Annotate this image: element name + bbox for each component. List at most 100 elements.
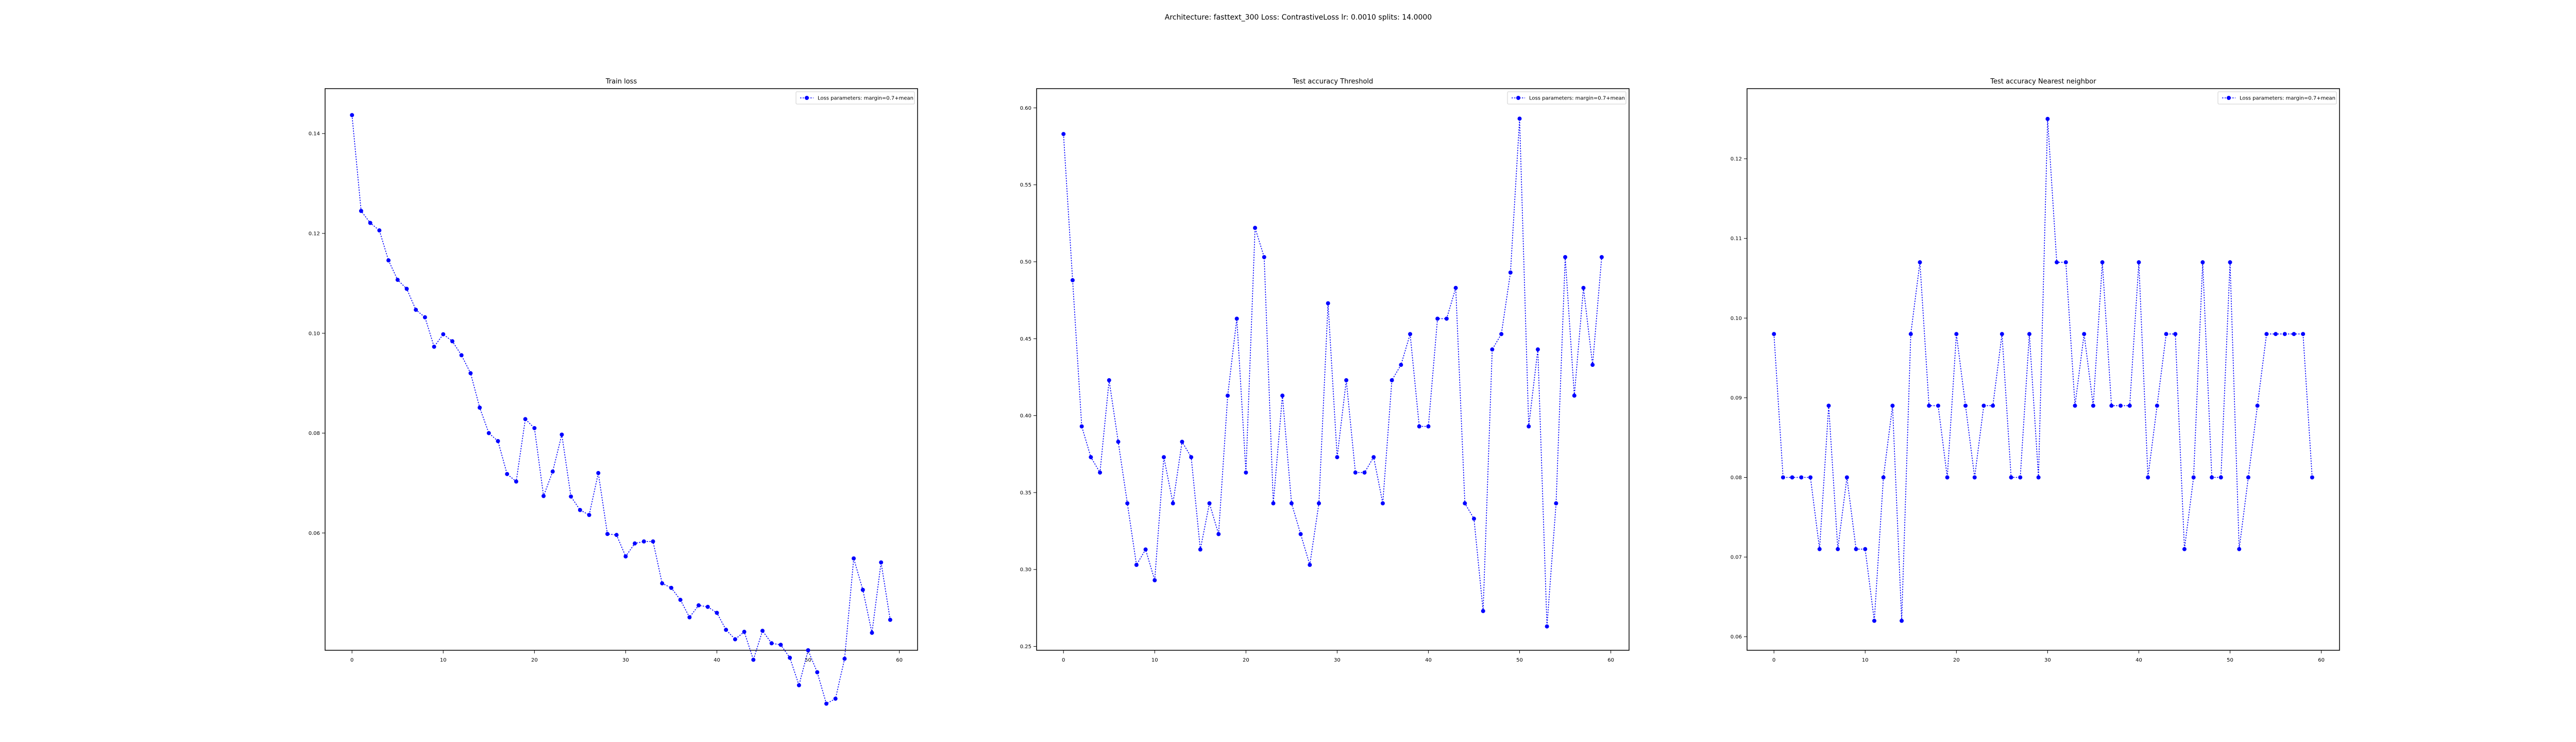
data-point xyxy=(1316,501,1321,505)
axes-frame xyxy=(1747,88,2340,651)
data-point xyxy=(2246,475,2250,480)
y-tick-label: 0.07 xyxy=(1731,555,1742,561)
data-point xyxy=(1116,440,1121,444)
data-point xyxy=(404,286,409,291)
x-tick-label: 30 xyxy=(2044,657,2051,663)
data-point xyxy=(422,315,427,319)
data-point xyxy=(1963,403,1968,408)
data-point xyxy=(2091,403,2095,408)
legend-box xyxy=(795,91,915,105)
data-point xyxy=(1107,378,1111,382)
data-point xyxy=(1453,285,1458,290)
data-point xyxy=(2063,260,2068,265)
data-point xyxy=(432,344,436,349)
data-point xyxy=(724,628,728,632)
data-point xyxy=(1799,475,1804,480)
x-tick-label: 30 xyxy=(1334,657,1341,663)
data-point xyxy=(1527,424,1531,429)
data-point xyxy=(1271,501,1276,505)
data-point xyxy=(1572,393,1577,398)
series-line xyxy=(1773,119,2313,621)
data-point xyxy=(441,332,446,336)
data-point xyxy=(1599,255,1604,259)
data-point xyxy=(605,532,609,536)
x-tick-label: 20 xyxy=(1953,657,1960,663)
data-point xyxy=(2264,332,2269,336)
x-tick-label: 20 xyxy=(1243,657,1249,663)
data-point xyxy=(523,417,528,421)
data-point xyxy=(505,471,510,476)
data-point xyxy=(1180,440,1184,444)
x-tick-label: 50 xyxy=(2227,657,2233,663)
data-point xyxy=(569,494,573,499)
data-point xyxy=(1426,424,1431,429)
data-point xyxy=(377,228,382,233)
data-point xyxy=(1134,563,1139,567)
data-point xyxy=(2100,260,2105,265)
data-point xyxy=(2045,116,2050,121)
data-point xyxy=(1836,547,1840,551)
data-point xyxy=(2127,403,2132,408)
data-point xyxy=(2164,332,2168,336)
data-point xyxy=(1590,363,1595,367)
data-point xyxy=(1234,316,1239,321)
data-point xyxy=(1972,475,1977,480)
data-point xyxy=(468,371,473,376)
data-point xyxy=(852,556,856,561)
y-tick-label: 0.50 xyxy=(1020,259,1031,265)
data-point xyxy=(678,598,683,602)
data-point xyxy=(641,539,646,544)
data-point xyxy=(1098,470,1103,475)
data-point xyxy=(742,630,747,634)
data-point xyxy=(1854,547,1858,551)
data-point xyxy=(2200,260,2205,265)
data-point xyxy=(2255,403,2260,408)
data-point xyxy=(578,508,582,512)
data-point xyxy=(1508,270,1513,275)
data-point xyxy=(1790,475,1794,480)
data-point xyxy=(1216,532,1221,536)
legend-marker xyxy=(1516,96,1520,100)
data-point xyxy=(1353,470,1358,475)
data-point xyxy=(614,533,619,537)
legend: Loss parameters: margin=0.7+mean xyxy=(2217,91,2337,105)
data-point xyxy=(1517,116,1522,121)
data-point xyxy=(879,560,884,565)
data-point xyxy=(1535,347,1540,352)
data-point xyxy=(550,469,555,474)
data-point xyxy=(1389,378,1394,382)
data-point xyxy=(1499,332,1504,336)
data-point xyxy=(1900,618,1904,623)
data-point xyxy=(1772,332,1776,336)
data-point xyxy=(2109,403,2114,408)
legend-box xyxy=(2217,91,2337,105)
data-point xyxy=(1244,470,1248,475)
data-point xyxy=(532,426,537,430)
y-tick-label: 0.12 xyxy=(309,231,320,237)
data-point xyxy=(669,585,673,590)
legend-marker xyxy=(805,96,809,100)
data-point xyxy=(2182,547,2187,551)
y-tick-label: 0.25 xyxy=(1020,644,1031,650)
data-point xyxy=(2073,403,2077,408)
data-point xyxy=(1225,393,1230,398)
y-tick-label: 0.10 xyxy=(309,331,320,336)
data-point xyxy=(1817,547,1822,551)
y-tick-label: 0.55 xyxy=(1020,182,1031,188)
data-point xyxy=(2155,403,2159,408)
data-point xyxy=(1089,455,1093,460)
legend-marker xyxy=(2227,96,2231,100)
data-point xyxy=(1444,316,1449,321)
data-point xyxy=(2173,332,2178,336)
data-point xyxy=(1927,403,1931,408)
x-tick-label: 0 xyxy=(1062,657,1065,663)
data-point xyxy=(1207,501,1212,505)
data-point xyxy=(2274,332,2278,336)
y-tick-label: 0.06 xyxy=(1731,634,1742,640)
x-tick-label: 60 xyxy=(896,657,903,663)
data-point xyxy=(2018,475,2023,480)
data-point xyxy=(368,221,372,225)
data-point xyxy=(1408,332,1413,336)
data-point xyxy=(2292,332,2296,336)
